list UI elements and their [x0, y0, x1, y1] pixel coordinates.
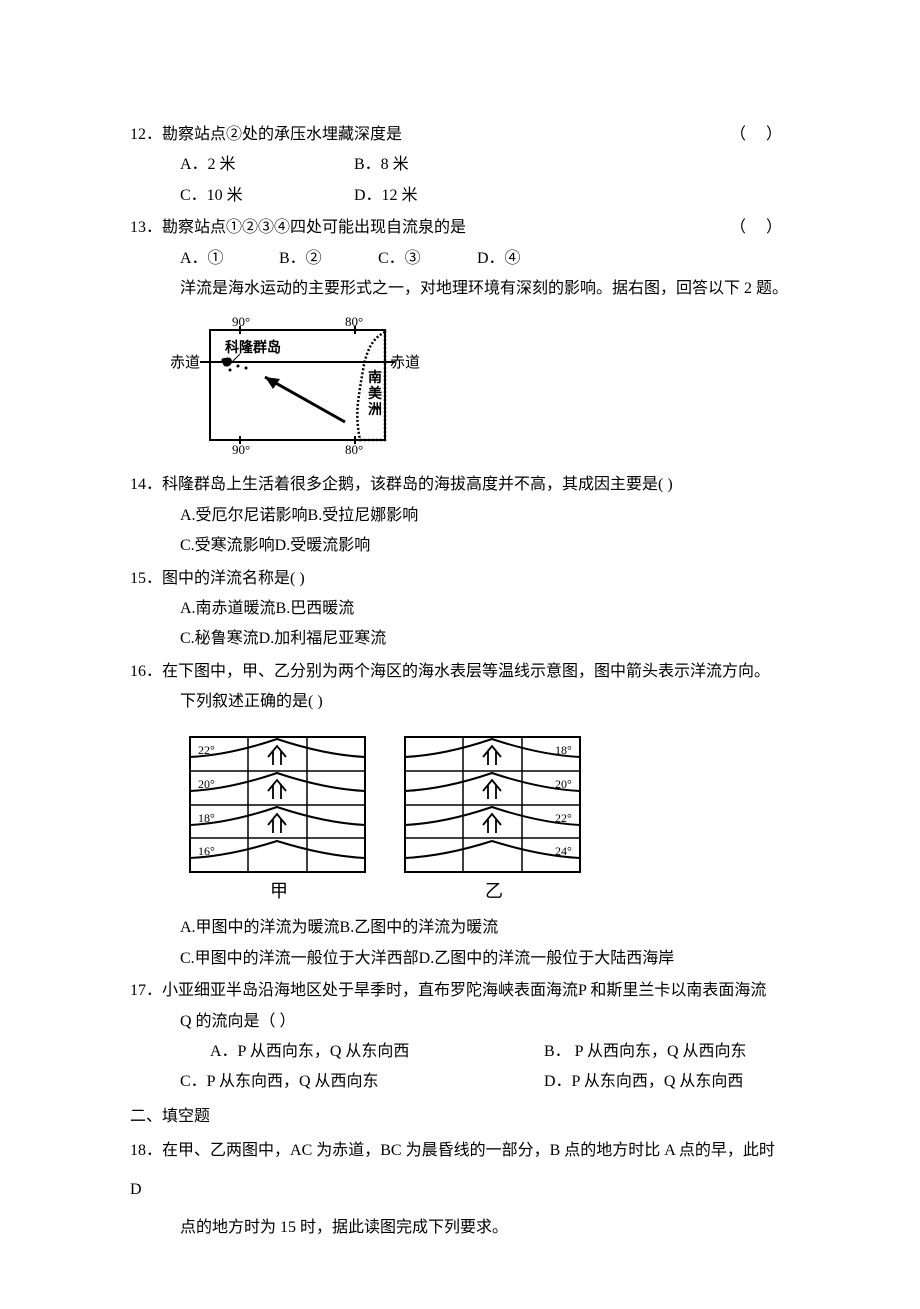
q17-row1: A．P 从西向东，Q 从东向西 B． P 从西向东，Q 从西向东 — [130, 1037, 790, 1067]
continent-s: 南 — [368, 369, 382, 386]
lon-tl: 90° — [232, 314, 250, 329]
q13-num: 13． — [130, 219, 162, 236]
yi-t2: 20° — [555, 777, 572, 791]
q13-text: 13．勘察站点①②③④四处可能出现自流泉的是 — [130, 213, 730, 243]
q14-num: 14． — [130, 476, 162, 493]
q12-option-a: A．2 米 — [180, 150, 350, 180]
q12-option-c: C．10 米 — [180, 181, 350, 211]
yi-t1: 18° — [555, 743, 572, 757]
q17-body1: 小亚细亚半岛沿海地区处于旱季时，直布罗陀海峡表面海流P 和斯里兰卡以南表面海流 — [162, 982, 766, 999]
q12-body: 勘察站点②处的承压水埋藏深度是 — [162, 126, 402, 143]
equator-left: 赤道 — [170, 354, 200, 371]
q17-option-c: C．P 从东向西，Q 从西向东 — [180, 1067, 540, 1097]
q16-cd: C.甲图中的洋流一般位于大洋西部D.乙图中的洋流一般位于大陆西海岸 — [130, 944, 790, 974]
jia-label: 甲 — [270, 881, 288, 901]
q12-options-row2: C．10 米 D．12 米 — [130, 181, 790, 211]
question-13: 13．勘察站点①②③④四处可能出现自流泉的是 （ ） A．① B．② C．③ D… — [130, 213, 790, 304]
jia-t4: 16° — [198, 844, 215, 858]
q12-options-row1: A．2 米 B．8 米 — [130, 150, 790, 180]
island-label: 科隆群岛 — [225, 339, 281, 356]
q14-stem: 14．科隆群岛上生活着很多企鹅，该群岛的海拔高度并不高，其成因主要是( ) — [130, 470, 790, 500]
intro-text-1: 洋流是海水运动的主要形式之一，对地理环境有深刻的影响。据右图，回答以下 2 题。 — [130, 274, 790, 304]
q12-num: 12． — [130, 126, 162, 143]
q16-stem1: 16．在下图中，甲、乙分别为两个海区的海水表层等温线示意图，图中箭头表示洋流方向… — [130, 657, 790, 687]
q15-num: 15． — [130, 570, 162, 587]
q16-body1: 在下图中，甲、乙分别为两个海区的海水表层等温线示意图，图中箭头表示洋流方向。 — [162, 663, 770, 680]
equator-right: 赤道 — [390, 354, 420, 371]
yi-label: 乙 — [485, 881, 503, 901]
section-2-header: 二、填空题 — [130, 1102, 790, 1132]
q17-option-d: D．P 从东向西，Q 从东向西 — [544, 1067, 743, 1097]
q13-option-b: B．② — [279, 244, 374, 274]
q14-body: 科隆群岛上生活着很多企鹅，该群岛的海拔高度并不高，其成因主要是( ) — [162, 476, 673, 493]
q18-stem1: 18．在甲、乙两图中，AC 为赤道，BC 为晨昏线的一部分，B 点的地方时比 A… — [130, 1132, 790, 1209]
question-18: 18．在甲、乙两图中，AC 为赤道，BC 为晨昏线的一部分，B 点的地方时比 A… — [130, 1132, 790, 1247]
q18-body1: 在甲、乙两图中，AC 为赤道，BC 为晨昏线的一部分，B 点的地方时比 A 点的… — [130, 1142, 775, 1197]
q14-cd: C.受寒流影响D.受暖流影响 — [130, 531, 790, 561]
question-16: 16．在下图中，甲、乙分别为两个海区的海水表层等温线示意图，图中箭头表示洋流方向… — [130, 657, 790, 975]
q12-option-b: B．8 米 — [354, 150, 524, 180]
q18-num: 18． — [130, 1142, 162, 1159]
q17-row2: C．P 从东向西，Q 从西向东 D．P 从东向西，Q 从东向西 — [130, 1067, 790, 1097]
yi-t3: 22° — [555, 811, 572, 825]
q17-stem2: Q 的流向是（ ） — [130, 1007, 790, 1037]
q17-stem1: 17．小亚细亚半岛沿海地区处于旱季时，直布罗陀海峡表面海流P 和斯里兰卡以南表面… — [130, 976, 790, 1006]
question-17: 17．小亚细亚半岛沿海地区处于旱季时，直布罗陀海峡表面海流P 和斯里兰卡以南表面… — [130, 976, 790, 1098]
q13-body: 勘察站点①②③④四处可能出现自流泉的是 — [162, 219, 466, 236]
q12-option-d: D．12 米 — [354, 181, 524, 211]
q17-num: 17． — [130, 982, 162, 999]
q15-stem: 15．图中的洋流名称是( ) — [130, 564, 790, 594]
q13-option-a: A．① — [180, 244, 275, 274]
jia-t1: 22° — [198, 743, 215, 757]
question-14: 14．科隆群岛上生活着很多企鹅，该群岛的海拔高度并不高，其成因主要是( ) A.… — [130, 470, 790, 561]
q15-cd: C.秘鲁寒流D.加利福尼亚寒流 — [130, 624, 790, 654]
isotherm-svg: 22° 20° 18° 16° 甲 — [180, 727, 600, 907]
q17-option-b: B． P 从西向东，Q 从西向东 — [544, 1037, 747, 1067]
question-15: 15．图中的洋流名称是( ) A.南赤道暖流B.巴西暖流 C.秘鲁寒流D.加利福… — [130, 564, 790, 655]
q13-option-d: D．④ — [477, 244, 572, 274]
q13-stem: 13．勘察站点①②③④四处可能出现自流泉的是 （ ） — [130, 213, 790, 243]
lon-br: 80° — [345, 442, 363, 457]
continent-z: 洲 — [368, 402, 382, 418]
q13-paren: （ ） — [730, 213, 790, 243]
isotherm-figure: 22° 20° 18° 16° 甲 — [130, 727, 790, 907]
q13-option-c: C．③ — [378, 244, 473, 274]
q16-num: 16． — [130, 663, 162, 680]
q12-text: 12．勘察站点②处的承压水埋藏深度是 — [130, 120, 730, 150]
map-svg: 90° 80° 90° 80° 赤道 赤道 科隆群岛 南 美 洲 — [170, 312, 420, 462]
lon-bl: 90° — [232, 442, 250, 457]
q18-stem2: 点的地方时为 15 时，据此读图完成下列要求。 — [130, 1209, 790, 1247]
yi-t4: 24° — [555, 844, 572, 858]
continent-m: 美 — [368, 385, 383, 402]
q15-body: 图中的洋流名称是( ) — [162, 570, 305, 587]
question-12: 12．勘察站点②处的承压水埋藏深度是 （ ） A．2 米 B．8 米 C．10 … — [130, 120, 790, 211]
q13-options: A．① B．② C．③ D．④ — [130, 244, 790, 274]
q12-stem: 12．勘察站点②处的承压水埋藏深度是 （ ） — [130, 120, 790, 150]
q17-option-a: A．P 从西向东，Q 从东向西 — [210, 1037, 540, 1067]
jia-t2: 20° — [198, 777, 215, 791]
q12-paren: （ ） — [730, 120, 790, 150]
q16-ab: A.甲图中的洋流为暖流B.乙图中的洋流为暖流 — [130, 913, 790, 943]
map-figure-1: 90° 80° 90° 80° 赤道 赤道 科隆群岛 南 美 洲 — [130, 312, 790, 462]
jia-t3: 18° — [198, 811, 215, 825]
q16-stem2: 下列叙述正确的是( ) — [130, 687, 790, 717]
q14-ab: A.受厄尔尼诺影响B.受拉尼娜影响 — [130, 501, 790, 531]
q15-ab: A.南赤道暖流B.巴西暖流 — [130, 594, 790, 624]
